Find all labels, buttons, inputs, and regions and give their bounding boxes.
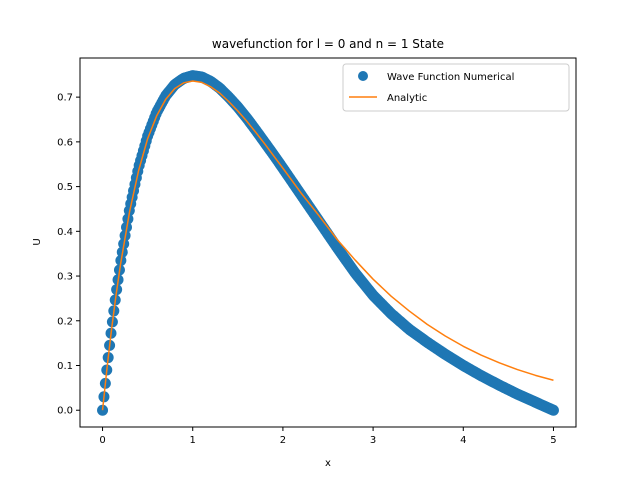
numerical-point [547,404,559,416]
y-tick-label: 0.1 [57,361,73,372]
y-tick-label: 0.6 [57,137,73,148]
series-layer [97,70,559,416]
y-tick-label: 0.0 [57,406,73,417]
legend-label-analytic: Analytic [387,93,427,104]
analytic-line [101,80,554,411]
y-tick-label: 0.5 [57,182,73,193]
y-tick-label: 0.7 [57,93,73,104]
x-tick-label: 0 [99,435,105,446]
y-tick-label: 0.4 [57,227,73,238]
x-tick-label: 4 [460,435,466,446]
x-tick-label: 5 [550,435,556,446]
legend-marker-numerical [358,71,368,81]
legend-label-numerical: Wave Function Numerical [387,72,514,83]
x-tick-label: 3 [370,435,376,446]
y-tick-label: 0.2 [57,316,73,327]
x-axis-label: x [325,458,331,469]
y-axis-label: U [32,238,43,245]
legend-frame [342,63,570,112]
x-tick-label: 1 [190,435,196,446]
chart-title: wavefunction for l = 0 and n = 1 State [212,37,444,51]
y-tick-label: 0.3 [57,272,73,283]
axis-layer: 0 1 2 3 4 5 0.0 0.1 0.2 0.3 0.4 0.5 0.6 0.7 [57,93,557,446]
legend: Wave Function Numerical Analytic [342,63,570,112]
plot-frame [79,57,577,428]
x-tick-label: 2 [280,435,286,446]
